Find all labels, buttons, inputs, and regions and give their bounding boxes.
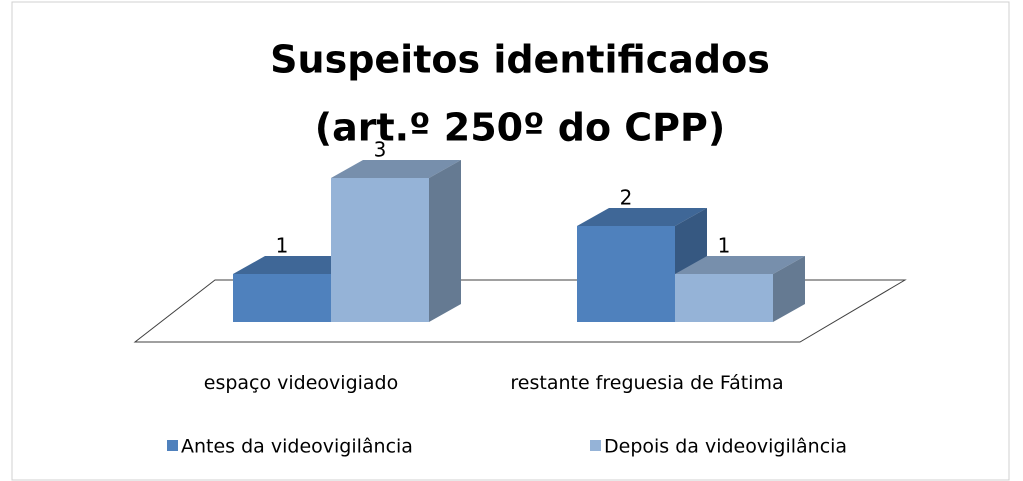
value-label: 1 bbox=[718, 234, 731, 258]
legend-swatch bbox=[590, 440, 601, 451]
bar-top bbox=[577, 208, 707, 226]
bar-top bbox=[233, 256, 363, 274]
bar-front bbox=[233, 274, 331, 322]
bar-front bbox=[675, 274, 773, 322]
bar-front bbox=[331, 178, 429, 322]
bar-side bbox=[773, 256, 805, 322]
chart-title: Suspeitos identificados bbox=[270, 38, 770, 82]
x-tick-label: restante freguesia de Fátima bbox=[510, 372, 784, 394]
value-label: 1 bbox=[276, 234, 289, 258]
bar-top bbox=[675, 256, 805, 274]
chart-title: (art.º 250º do CPP) bbox=[315, 106, 726, 150]
frame bbox=[11, 1, 1010, 481]
x-tick-label: espaço videovigiado bbox=[203, 372, 399, 394]
bar-top bbox=[331, 160, 461, 178]
bar-front bbox=[577, 226, 675, 322]
legend-label: Antes da videovigilância bbox=[181, 436, 413, 458]
value-label: 2 bbox=[620, 186, 633, 210]
legend-label: Depois da videovigilância bbox=[604, 436, 847, 458]
value-label: 3 bbox=[374, 138, 387, 162]
bar-side bbox=[429, 160, 461, 322]
legend-swatch bbox=[167, 440, 178, 451]
